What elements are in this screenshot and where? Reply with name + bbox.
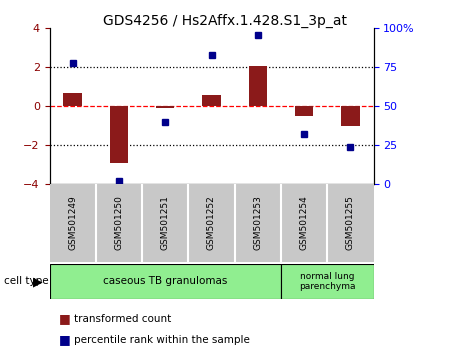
Text: GSM501253: GSM501253 xyxy=(253,195,262,251)
Text: GSM501252: GSM501252 xyxy=(207,196,216,250)
Text: GDS4256 / Hs2Affx.1.428.S1_3p_at: GDS4256 / Hs2Affx.1.428.S1_3p_at xyxy=(103,14,347,28)
Text: transformed count: transformed count xyxy=(74,314,171,324)
Text: GSM501250: GSM501250 xyxy=(114,195,123,251)
Bar xyxy=(202,95,221,106)
Text: GSM501251: GSM501251 xyxy=(161,195,170,251)
Text: caseous TB granulomas: caseous TB granulomas xyxy=(103,276,227,286)
Text: percentile rank within the sample: percentile rank within the sample xyxy=(74,335,250,345)
Text: normal lung
parenchyma: normal lung parenchyma xyxy=(299,272,356,291)
Text: ▶: ▶ xyxy=(33,275,43,288)
Bar xyxy=(281,264,374,299)
Text: GSM501254: GSM501254 xyxy=(300,196,309,250)
Text: ■: ■ xyxy=(58,312,70,325)
Bar xyxy=(295,106,313,116)
Bar xyxy=(341,106,360,126)
Bar xyxy=(63,93,82,106)
Text: GSM501249: GSM501249 xyxy=(68,196,77,250)
Text: cell type: cell type xyxy=(4,276,49,286)
Bar xyxy=(50,264,281,299)
Bar xyxy=(248,66,267,106)
Text: ■: ■ xyxy=(58,333,70,346)
Bar xyxy=(110,106,128,163)
Bar xyxy=(156,106,175,108)
Text: GSM501255: GSM501255 xyxy=(346,195,355,251)
